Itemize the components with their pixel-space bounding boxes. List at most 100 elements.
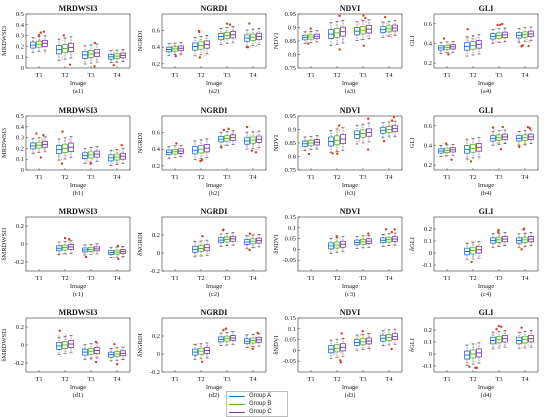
data-point <box>198 241 200 244</box>
x-tick-label: T1 <box>443 376 450 383</box>
data-point <box>245 235 247 238</box>
outlier-point <box>222 128 226 132</box>
data-point <box>359 333 362 336</box>
y-tick-label: 0.95 <box>285 113 296 120</box>
data-point <box>338 129 341 132</box>
data-point <box>443 51 446 53</box>
x-tick-label: T1 <box>35 275 42 282</box>
subplot-caption: (d3) <box>345 392 356 399</box>
y-tick-label: 0.85 <box>285 38 296 45</box>
x-tick-label: T4 <box>113 376 121 383</box>
data-point <box>203 54 206 56</box>
y-tick-label: -0.2 <box>150 369 160 376</box>
data-point <box>366 20 369 23</box>
data-point <box>362 237 365 239</box>
outlier-point <box>497 230 500 234</box>
outlier-point <box>499 148 503 151</box>
subplot-title: GLI <box>479 4 494 13</box>
data-point <box>383 331 386 334</box>
x-tick-label: T4 <box>521 72 529 79</box>
outlier-point <box>338 14 341 18</box>
outlier-point <box>496 23 499 27</box>
x-tick-label: T2 <box>197 174 204 181</box>
y-tick-label: 0.6 <box>424 21 433 28</box>
y-tick-label: -0.2 <box>14 360 24 367</box>
data-point <box>312 137 315 140</box>
data-point <box>248 235 250 238</box>
plot-frame <box>433 115 539 171</box>
outlier-point <box>340 332 343 335</box>
subplot-caption: (a4) <box>481 88 491 95</box>
y-tick-label: 0.1 <box>288 326 296 333</box>
data-point <box>519 28 522 31</box>
subplot-title: GLI <box>479 106 494 115</box>
data-point <box>439 51 442 54</box>
data-point <box>384 344 387 347</box>
outlier-point <box>331 152 334 155</box>
x-tick-label: T3 <box>359 275 366 282</box>
data-point <box>179 54 182 57</box>
data-point <box>394 137 397 139</box>
outlier-point <box>200 360 204 364</box>
data-point <box>502 242 505 245</box>
y-tick-label: 0.1 <box>424 238 432 245</box>
outlier-point <box>228 23 232 26</box>
subplot-title: NDVI <box>340 4 360 13</box>
y-tick-label: -0.1 <box>422 262 432 269</box>
data-point <box>205 158 207 161</box>
data-point <box>60 58 63 61</box>
data-point <box>95 58 98 61</box>
x-tick-label: T1 <box>35 376 42 383</box>
x-axis-label: Image <box>342 283 358 290</box>
outlier-point <box>175 142 178 145</box>
outlier-point <box>338 48 341 51</box>
data-point <box>170 42 173 45</box>
data-point <box>442 155 445 157</box>
data-point <box>179 153 181 156</box>
data-point <box>202 242 205 245</box>
data-point <box>467 362 470 364</box>
y-axis-label: MRDWSI3 <box>1 128 8 158</box>
data-point <box>357 23 360 25</box>
subplot-caption: (a3) <box>345 88 355 95</box>
data-point <box>336 126 339 129</box>
legend: Group A Group B Group C <box>226 391 288 417</box>
y-tick-label: 0 <box>293 347 296 354</box>
data-point <box>231 232 233 235</box>
y-tick-label: 0.2 <box>16 43 24 50</box>
outlier-point <box>42 133 45 137</box>
outlier-point <box>447 53 450 56</box>
data-point <box>91 158 94 161</box>
data-point <box>64 154 67 157</box>
data-point <box>66 337 69 340</box>
y-tick-label: 0.2 <box>16 324 24 331</box>
x-tick-label: T2 <box>333 72 340 79</box>
outlier-point <box>248 248 251 252</box>
data-point <box>195 254 198 257</box>
y-axis-label: GLI <box>409 36 416 47</box>
x-axis-label: Image <box>70 80 86 87</box>
y-tick-label: 0.2 <box>424 327 432 334</box>
y-tick-label: -0.05 <box>282 358 296 365</box>
subplot-caption: (b1) <box>73 190 84 197</box>
outlier-point <box>307 42 310 45</box>
outlier-point <box>39 156 43 159</box>
data-point <box>368 349 371 352</box>
data-point <box>177 145 180 148</box>
outlier-point <box>474 366 477 370</box>
data-point <box>245 336 247 339</box>
outlier-point <box>364 16 367 20</box>
y-axis-label: NGRDI <box>137 31 144 52</box>
outlier-point <box>37 33 41 37</box>
y-tick-label: 0.1 <box>16 54 24 61</box>
outlier-point <box>84 255 88 259</box>
data-point <box>35 138 38 141</box>
x-tick-label: T3 <box>359 174 366 181</box>
data-point <box>249 134 252 137</box>
subplot-caption: (c4) <box>481 291 491 298</box>
data-point <box>339 24 342 27</box>
data-point <box>385 22 388 25</box>
data-point <box>40 137 43 140</box>
x-tick-label: T1 <box>307 275 314 282</box>
data-point <box>224 344 227 347</box>
